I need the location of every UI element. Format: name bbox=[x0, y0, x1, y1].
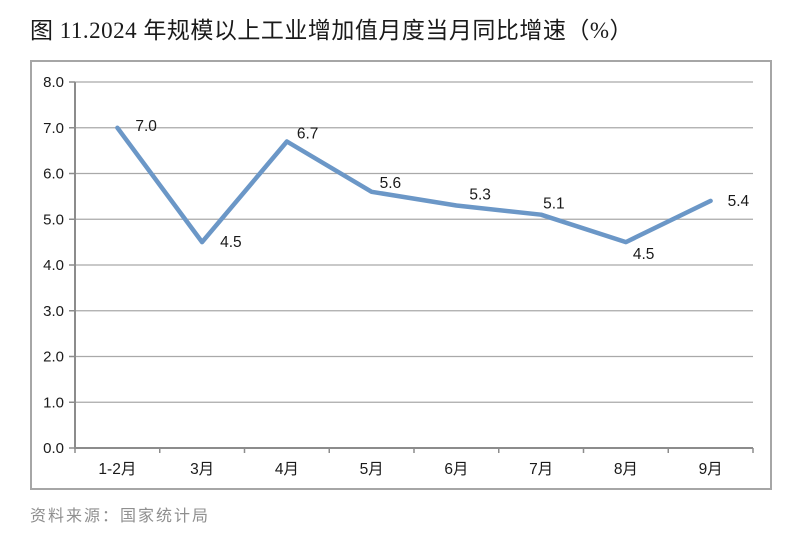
y-tick-label: 3.0 bbox=[43, 303, 64, 320]
y-tick-label: 1.0 bbox=[43, 394, 64, 411]
data-point-label: 5.3 bbox=[469, 187, 491, 204]
x-tick-label: 7月 bbox=[529, 461, 553, 478]
x-tick-label: 3月 bbox=[190, 461, 214, 478]
source-note: 资料来源：国家统计局 bbox=[30, 508, 211, 525]
data-point-label: 7.0 bbox=[135, 118, 157, 135]
data-series-line bbox=[115, 125, 713, 245]
data-point-label: 5.6 bbox=[380, 175, 402, 192]
data-point-label: 6.7 bbox=[297, 125, 319, 142]
y-tick-label: 4.0 bbox=[43, 257, 64, 274]
y-tick-label: 7.0 bbox=[43, 120, 64, 137]
y-tick-label: 6.0 bbox=[43, 166, 64, 183]
x-tick-label: 8月 bbox=[614, 461, 638, 478]
x-tick-label: 5月 bbox=[360, 461, 384, 478]
y-tick-label: 0.0 bbox=[43, 440, 64, 457]
x-tick-label: 6月 bbox=[444, 461, 468, 478]
x-tick-label: 9月 bbox=[699, 461, 723, 478]
y-tick-label: 5.0 bbox=[43, 211, 64, 228]
chart-title: 图 11.2024 年规模以上工业增加值月度当月同比增速（%） bbox=[30, 18, 634, 43]
data-point-label: 4.5 bbox=[633, 246, 655, 263]
y-tick-label: 8.0 bbox=[43, 74, 64, 91]
line-chart: 0.0 1.0 2.0 3.0 4.0 5.0 6.0 7.0 8.0 1-2月 3月 4月 5月 6月 7… bbox=[43, 74, 754, 478]
x-tick-label: 4月 bbox=[275, 461, 299, 478]
y-tick-label: 2.0 bbox=[43, 349, 64, 366]
x-tick-label: 1-2月 bbox=[98, 461, 136, 478]
chart-frame: 0.0 1.0 2.0 3.0 4.0 5.0 6.0 7.0 8.0 1-2月 3月 4月 5月 6月 7… bbox=[30, 60, 772, 490]
data-point-label: 5.1 bbox=[543, 196, 565, 213]
data-point-label: 5.4 bbox=[728, 193, 750, 210]
data-point-label: 4.5 bbox=[220, 234, 242, 251]
